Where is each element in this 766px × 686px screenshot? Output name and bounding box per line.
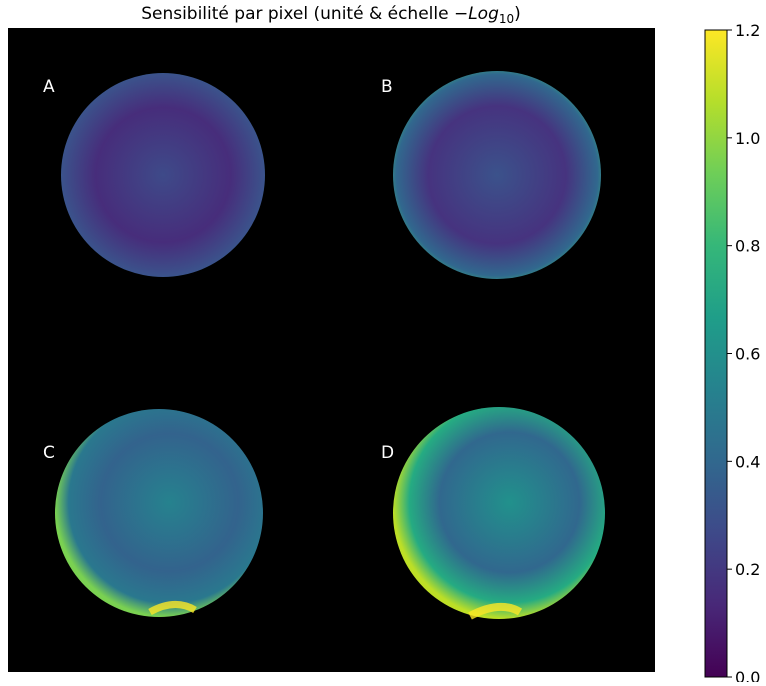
colorbar-tick-label: 0.2 — [735, 560, 760, 579]
panel-label: C — [43, 443, 55, 463]
panel-labels: A B C D — [43, 77, 394, 463]
disc — [61, 73, 265, 277]
chart-title: Sensibilité par pixel (unité & échelle −… — [141, 4, 521, 26]
hot-spot — [148, 601, 197, 616]
colorbar-tick-label: 1.2 — [735, 21, 760, 40]
panel-label: A — [43, 77, 55, 97]
hot-spot — [468, 602, 523, 620]
colorbar-tick-label: 1.0 — [735, 129, 760, 148]
colorbar-tick-label: 0.4 — [735, 452, 760, 471]
panel-label: D — [381, 443, 394, 463]
colorbar — [704, 29, 728, 678]
disc — [393, 407, 605, 619]
colorbar-tick-label: 0.6 — [735, 345, 760, 364]
title-text: Sensibilité par pixel (unité & échelle — [141, 4, 454, 24]
title-subscript: 10 — [499, 12, 514, 26]
disc — [55, 409, 263, 617]
title-close: ) — [514, 4, 521, 24]
panel-label: B — [381, 77, 393, 97]
title-math: −Log — [454, 4, 499, 24]
disc — [393, 71, 601, 279]
colorbar-tick-label: 0.0 — [735, 668, 760, 682]
colorbar-tick-label: 0.8 — [735, 237, 760, 256]
